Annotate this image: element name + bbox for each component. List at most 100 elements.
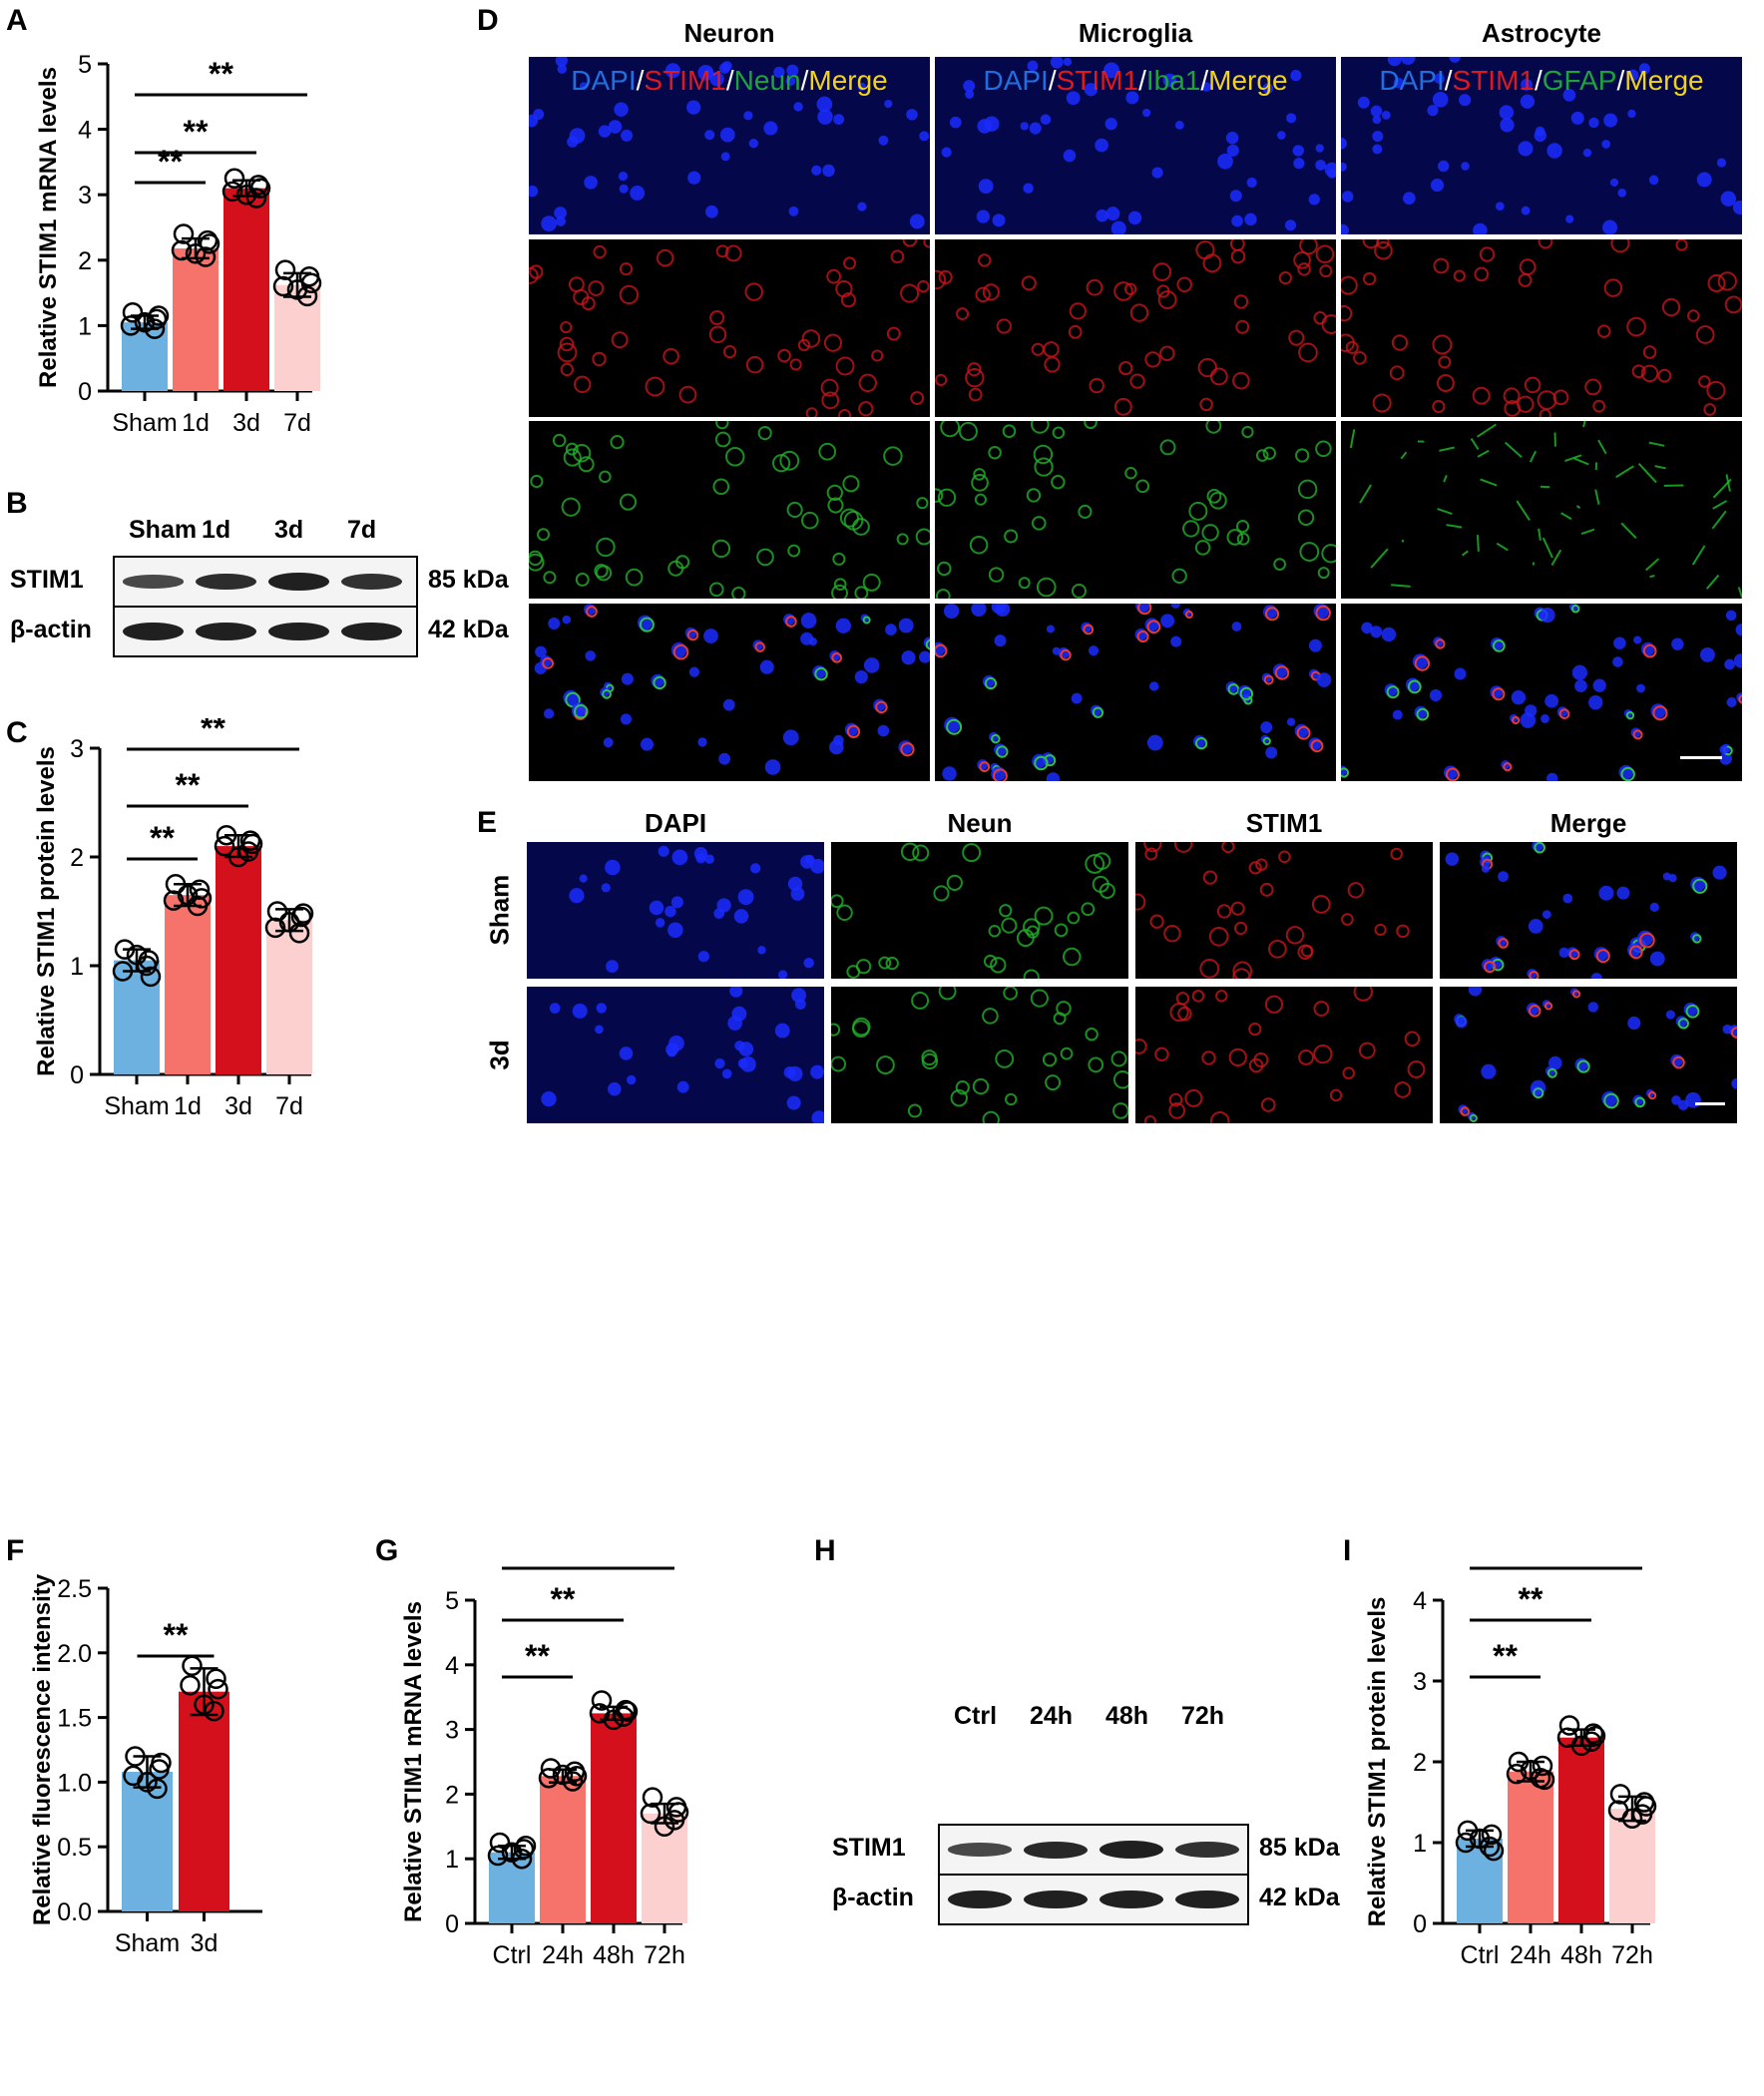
marker-signal xyxy=(1226,529,1244,546)
chart-i-stim1-protein: 0 1 2 3 4 Relative STIM1 protein levels Ctrl 24… xyxy=(1364,1556,1657,1969)
stim1-signal xyxy=(1363,271,1377,286)
stim1-signal xyxy=(1642,345,1657,359)
channel-label-part: DAPI xyxy=(983,65,1049,96)
stim1-signal xyxy=(968,387,983,402)
nucleus-dot xyxy=(764,759,781,775)
significance-stars: ** xyxy=(184,114,209,150)
nucleus-dot xyxy=(1400,57,1416,65)
nucleus-dot xyxy=(541,1090,557,1107)
marker-signal xyxy=(1297,509,1315,526)
marker-signal xyxy=(708,582,724,598)
nucleus-dot xyxy=(793,102,803,112)
panel-letter-f: F xyxy=(6,1534,25,1567)
channel-label-part: Iba1 xyxy=(1145,65,1201,96)
data-point xyxy=(197,229,219,251)
merge-signal xyxy=(1570,604,1580,614)
y-axis-title: Relative fluorescence intensity xyxy=(29,1573,56,1925)
stim1-signal xyxy=(1228,1048,1247,1067)
data-point xyxy=(191,888,213,909)
y-axis-title: Relative STIM1 mRNA levels xyxy=(400,1601,427,1922)
blot-row-label: STIM1 xyxy=(832,1834,906,1862)
lane-label: 24h xyxy=(1030,1702,1074,1730)
nucleus-dot xyxy=(1724,658,1735,670)
panel-letter-e: E xyxy=(477,806,498,839)
nucleus-dot xyxy=(1403,192,1416,205)
stim1-signal xyxy=(1341,275,1358,295)
nucleus-dot xyxy=(1445,852,1460,866)
marker-fiber xyxy=(1401,539,1405,543)
stim1-signal xyxy=(1163,924,1181,943)
marker-signal xyxy=(1112,1102,1128,1119)
nucleus-dot xyxy=(1429,688,1443,702)
nucleus-dot xyxy=(1593,947,1608,962)
y-tick-label: 2.5 xyxy=(57,1575,92,1603)
marker-signal xyxy=(667,560,684,577)
channel-label-part: / xyxy=(636,65,645,96)
merge-signal xyxy=(846,724,861,738)
stim1-signal xyxy=(1524,376,1542,394)
stim1-signal xyxy=(910,391,925,405)
stim1-signal xyxy=(1321,314,1336,334)
marker-signal xyxy=(842,475,860,493)
merge-signal xyxy=(1239,686,1254,701)
marker-fiber xyxy=(1470,438,1480,450)
nucleus-dot xyxy=(541,215,558,232)
bar xyxy=(223,188,269,391)
marker-fiber xyxy=(1462,550,1469,557)
merge-signal xyxy=(573,704,589,719)
stim1-signal xyxy=(619,262,634,276)
nucleus-dot xyxy=(1633,635,1642,644)
y-tick-label: 1.5 xyxy=(57,1705,92,1733)
marker-signal xyxy=(827,497,844,514)
nucleus-dot xyxy=(833,114,845,126)
nucleus-dot xyxy=(719,127,735,143)
blot-row-label: β-actin xyxy=(832,1884,914,1911)
nucleus-dot xyxy=(898,618,914,633)
stim1-signal xyxy=(820,378,839,397)
stim1-signal xyxy=(560,320,573,334)
nucleus-dot xyxy=(1531,1085,1543,1097)
nucleus-dot xyxy=(1534,129,1546,143)
marker-signal xyxy=(801,511,819,530)
blot-row-label: STIM1 xyxy=(10,566,84,594)
channel-label-part: STIM1 xyxy=(1056,65,1139,96)
merge-signal xyxy=(672,643,689,660)
nucleus-dot xyxy=(833,734,844,746)
stim1-signal xyxy=(1233,294,1249,309)
nucleus-dot xyxy=(1029,122,1042,135)
stim1-signal xyxy=(1538,239,1553,249)
stim1-signal xyxy=(1230,901,1245,916)
marker-fiber xyxy=(1496,542,1509,552)
nucleus-dot xyxy=(898,740,913,755)
y-axis-title: Relative STIM1 protein levels xyxy=(1364,1597,1391,1927)
nucleus-dot xyxy=(1058,646,1070,659)
merge-signal xyxy=(1083,624,1095,635)
nucleus-dot xyxy=(1292,145,1304,157)
merge-signal xyxy=(1634,1096,1646,1108)
marker-signal xyxy=(836,904,853,922)
data-point xyxy=(171,239,193,261)
blot-band xyxy=(948,1890,1012,1908)
bar xyxy=(173,247,219,391)
nucleus-dot xyxy=(1609,178,1619,187)
x-tick-label: Ctrl xyxy=(493,1941,532,1969)
marker-signal xyxy=(1099,882,1115,899)
marker-signal xyxy=(974,493,987,506)
nucleus-dot xyxy=(1449,57,1461,63)
merge-signal xyxy=(979,761,991,773)
nucleus-dot xyxy=(1649,951,1665,967)
merge-signal xyxy=(900,742,915,757)
stim1-signal xyxy=(1687,309,1700,322)
nucleus-dot xyxy=(1455,1016,1468,1029)
micrograph-canvas xyxy=(529,421,930,599)
data-point xyxy=(562,1771,584,1792)
nucleus-dot xyxy=(1668,874,1677,883)
marker-fiber xyxy=(1529,450,1538,463)
nucleus-dot xyxy=(800,613,817,629)
marker-signal xyxy=(731,586,746,599)
nucleus-dot xyxy=(621,129,634,142)
nucleus-dot xyxy=(1630,727,1641,738)
nucleus-dot xyxy=(808,636,817,646)
nucleus-dot xyxy=(584,604,596,616)
blot-band xyxy=(196,573,256,591)
